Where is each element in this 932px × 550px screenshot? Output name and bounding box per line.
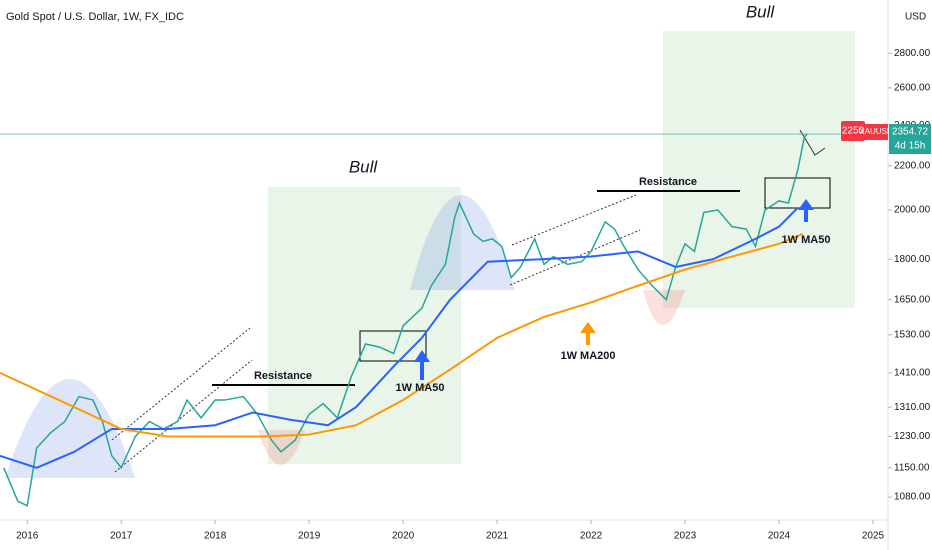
y-tick-label: 1150.00 (894, 462, 930, 473)
channel (111, 327, 251, 441)
countdown: 4d 15h (895, 141, 926, 152)
last-price: 2354.72 (892, 127, 929, 138)
channel (509, 229, 641, 286)
x-tick-label: 2025 (862, 531, 885, 542)
bull-zone (268, 187, 461, 464)
hump (5, 379, 135, 478)
symbol: XAUUSD (859, 127, 893, 136)
currency: USD (905, 12, 926, 23)
projection (799, 129, 826, 156)
y-tick-label: 1080.00 (894, 492, 931, 503)
x-tick-label: 2019 (298, 531, 321, 542)
y-tick-label: 1410.00 (894, 367, 931, 378)
x-tick-label: 2022 (580, 531, 603, 542)
x-tick-label: 2016 (16, 531, 39, 542)
hump (410, 195, 515, 290)
y-tick-label: 2600.00 (894, 83, 931, 94)
y-tick-label: 1230.00 (894, 431, 931, 442)
annotation: 1W MA50 (396, 382, 445, 394)
y-tick-label: 1310.00 (894, 402, 931, 413)
x-tick-label: 2023 (674, 531, 697, 542)
y-tick-label: 1650.00 (894, 294, 931, 305)
price-tag (889, 124, 931, 154)
x-tick-label: 2021 (486, 531, 509, 542)
annotation: 1W MA50 (782, 234, 831, 246)
x-tick-label: 2020 (392, 531, 415, 542)
annotation: Resistance (639, 176, 697, 188)
annotation: Bull (746, 2, 776, 21)
arrow (580, 322, 596, 345)
series-line (0, 233, 803, 438)
hump (643, 290, 685, 325)
annotation: Bull (349, 157, 379, 176)
x-tick-label: 2017 (110, 531, 133, 542)
target-label: 2250 (842, 126, 865, 137)
y-tick-label: 2800.00 (894, 48, 931, 59)
y-tick-label: 2200.00 (894, 160, 931, 171)
symbol-tag (865, 124, 888, 140)
hump (258, 430, 305, 465)
x-tick-label: 2018 (204, 531, 227, 542)
series-line (0, 207, 799, 469)
annotation: 1W MA200 (560, 350, 615, 362)
y-tick-label: 1800.00 (894, 254, 931, 265)
title: Gold Spot / U.S. Dollar, 1W, FX_IDC (6, 11, 184, 23)
box (359, 330, 427, 362)
channel (114, 359, 253, 473)
y-tick-label: 1530.00 (894, 329, 931, 340)
x-tick-label: 2024 (768, 531, 791, 542)
target-tag (841, 121, 865, 141)
y-tick-label: 2000.00 (894, 205, 931, 216)
bull-zone (663, 31, 855, 308)
arrow (798, 199, 814, 222)
annotation: Resistance (254, 370, 312, 382)
arrow (414, 350, 430, 380)
